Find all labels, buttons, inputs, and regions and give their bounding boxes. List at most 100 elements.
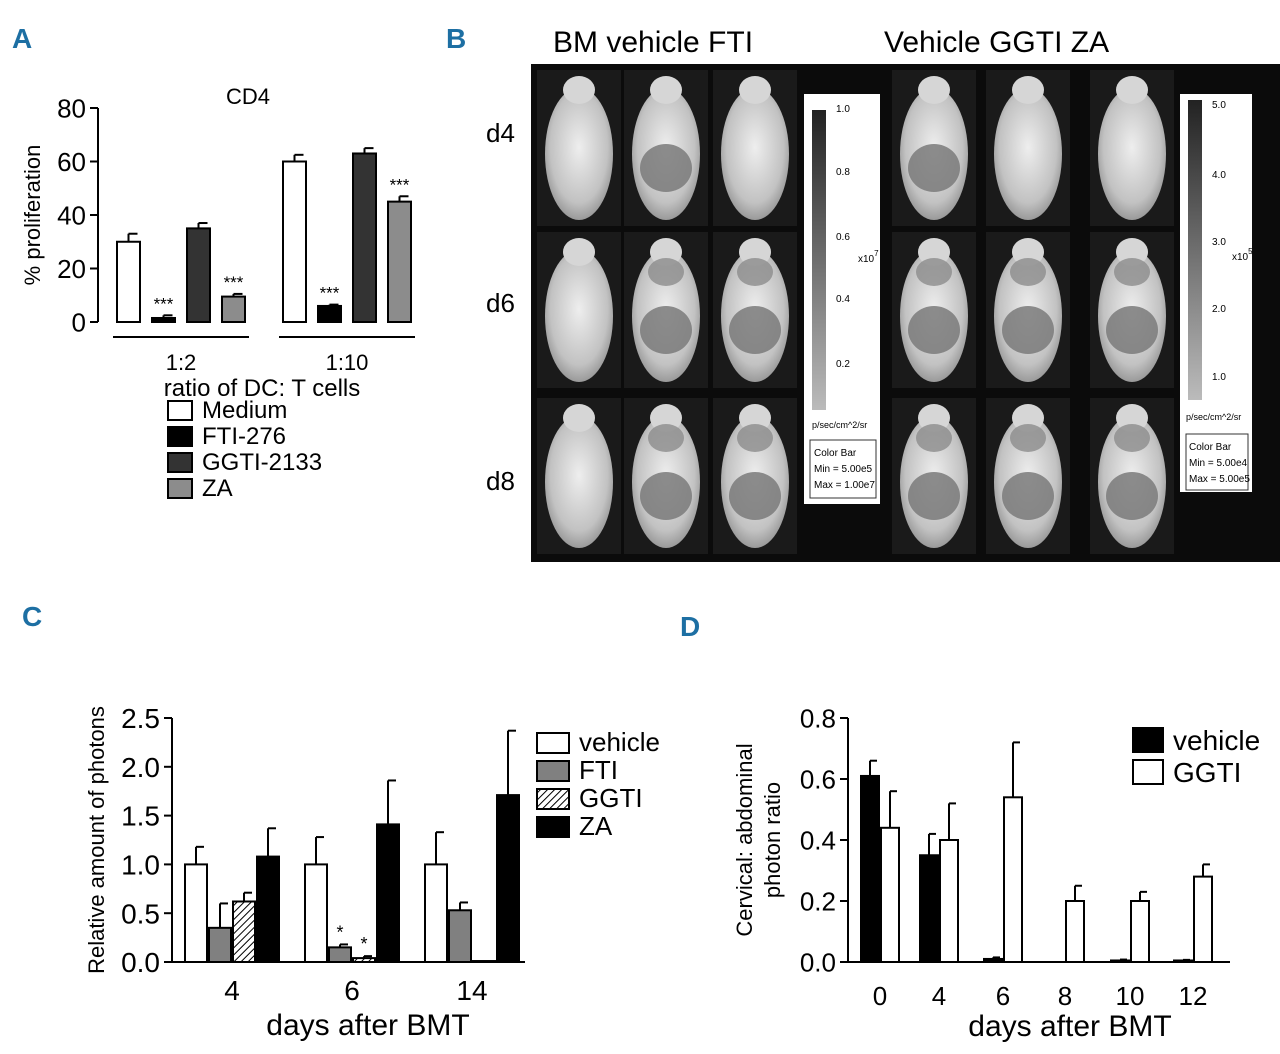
bar-ggti <box>1193 875 1213 963</box>
bioluminescence-signal <box>729 306 781 354</box>
bar-vehicle <box>983 957 1003 964</box>
bioluminescence-signal <box>916 424 952 452</box>
mouse-head <box>1012 238 1044 266</box>
panel-letter-b: B <box>446 23 466 54</box>
y-tick-label: 60 <box>57 147 86 177</box>
chart-a: 0 20 40 60 80 *** *** 1:2 *** *** 1:10 % proliferat… <box>20 84 415 502</box>
x-category-label: 4 <box>224 975 240 1006</box>
bioluminescence-signal <box>1106 306 1158 354</box>
mouse-image-grid <box>537 70 1174 554</box>
bar-za <box>387 200 412 323</box>
mouse-head <box>563 404 595 432</box>
x-category-label: 1:2 <box>166 350 197 375</box>
significance-marker: *** <box>320 284 340 303</box>
scale-left-tick: 0.2 <box>836 359 850 370</box>
legend-label: ZA <box>579 811 613 841</box>
legend-swatch <box>536 732 570 754</box>
chart-c: 0.0 0.5 1.0 1.5 2.0 2.5 4 * * 6 14 Relative amount … <box>84 703 660 1042</box>
bioluminescence-signal <box>908 306 960 354</box>
bar-fti <box>448 909 472 963</box>
panel-b-right-title: Vehicle GGTI ZA <box>884 26 1109 59</box>
y-tick-label: 2.5 <box>121 703 160 734</box>
row-label-d4: d4 <box>486 118 515 148</box>
bioluminescence-signal <box>729 472 781 520</box>
bioluminescence-signal <box>648 258 684 286</box>
y-tick-label: 2.0 <box>121 752 160 783</box>
bioluminescence-signal <box>916 258 952 286</box>
mouse-head <box>918 76 950 104</box>
scale-left-min: Min = 5.00e5 <box>814 464 873 475</box>
legend-swatch <box>1132 727 1164 753</box>
scale-right-unit: p/sec/cm^2/sr <box>1186 412 1241 422</box>
bar-ggti <box>472 960 496 963</box>
legend-label: vehicle <box>1173 725 1260 756</box>
x-category-label: 0 <box>873 981 887 1011</box>
y-axis-label: photon ratio <box>760 782 785 898</box>
scale-right-multiplier: x105 <box>1232 247 1253 263</box>
mouse-head <box>650 238 682 266</box>
y-tick-label: 0.2 <box>800 886 836 916</box>
scale-left-tick: 0.6 <box>836 232 850 243</box>
y-tick-label: 0.8 <box>800 703 836 733</box>
bar-ggti-2133 <box>352 152 377 323</box>
y-tick-label: 0.5 <box>121 898 160 929</box>
mouse-body <box>545 250 613 382</box>
y-tick-label: 0.4 <box>800 825 836 855</box>
scale-left-bar-title: Color Bar <box>814 448 857 459</box>
bar-fti <box>208 926 232 964</box>
significance-marker: *** <box>224 273 244 292</box>
bioluminescence-signal <box>1010 424 1046 452</box>
legend-swatch <box>1132 759 1164 785</box>
bar-ggti <box>939 839 959 963</box>
bar-vehicle <box>304 863 328 964</box>
legend-label: FTI <box>579 755 618 785</box>
y-tick-label: 0 <box>72 307 86 337</box>
mouse-body <box>721 88 789 220</box>
x-axis-label: ratio of DC: T cells <box>164 375 361 402</box>
bar-ggti <box>1130 900 1150 963</box>
y-axis-label: Relative amount of photons <box>84 706 109 974</box>
scale-left-multiplier: x107 <box>858 249 879 265</box>
legend-label: ZA <box>202 475 233 502</box>
bioluminescence-signal <box>1114 258 1150 286</box>
legend-swatch <box>167 478 193 499</box>
bioluminescence-signal <box>737 424 773 452</box>
y-tick-label: 0.0 <box>800 947 836 977</box>
legend-swatch <box>167 452 193 473</box>
color-scale-left: 1.0 0.8 0.6 0.4 0.2 x107 p/sec/cm^2/sr C… <box>804 94 880 504</box>
bar-medium <box>282 160 307 323</box>
mouse-head <box>739 76 771 104</box>
bioluminescence-signal <box>1106 472 1158 520</box>
bioluminescence-signal <box>1002 472 1054 520</box>
mouse-body <box>545 416 613 548</box>
y-tick-label: 1.0 <box>121 849 160 880</box>
y-tick-label: 0.0 <box>121 947 160 978</box>
bioluminescence-signal <box>1002 306 1054 354</box>
bioluminescence-signal <box>1010 258 1046 286</box>
bar-vehicle <box>424 863 448 964</box>
bar-za <box>376 823 400 963</box>
legend-swatch <box>536 816 570 838</box>
scale-left-tick: 1.0 <box>836 104 850 115</box>
x-category-label: 4 <box>932 981 946 1011</box>
mouse-head <box>563 76 595 104</box>
x-axis-label: days after BMT <box>266 1009 469 1042</box>
bar-fti-276 <box>151 316 176 323</box>
y-tick-label: 40 <box>57 200 86 230</box>
y-tick-label: 80 <box>57 93 86 123</box>
bioluminescence-signal <box>640 472 692 520</box>
mouse-head <box>739 404 771 432</box>
mouse-head <box>650 76 682 104</box>
legend-label: FTI-276 <box>202 423 286 450</box>
panel-b-left-title: BM vehicle FTI <box>553 26 753 59</box>
bar-ggti <box>1065 900 1085 963</box>
legend-label: GGTI-2133 <box>202 449 322 476</box>
bar-vehicle <box>184 863 208 964</box>
x-category-label: 6 <box>344 975 360 1006</box>
y-tick-label: 1.5 <box>121 801 160 832</box>
panel-letter-c: C <box>22 601 42 632</box>
legend-swatch <box>167 400 193 421</box>
bar-fti <box>328 946 352 963</box>
bioluminescence-signal <box>640 306 692 354</box>
legend-label: Medium <box>202 397 287 424</box>
